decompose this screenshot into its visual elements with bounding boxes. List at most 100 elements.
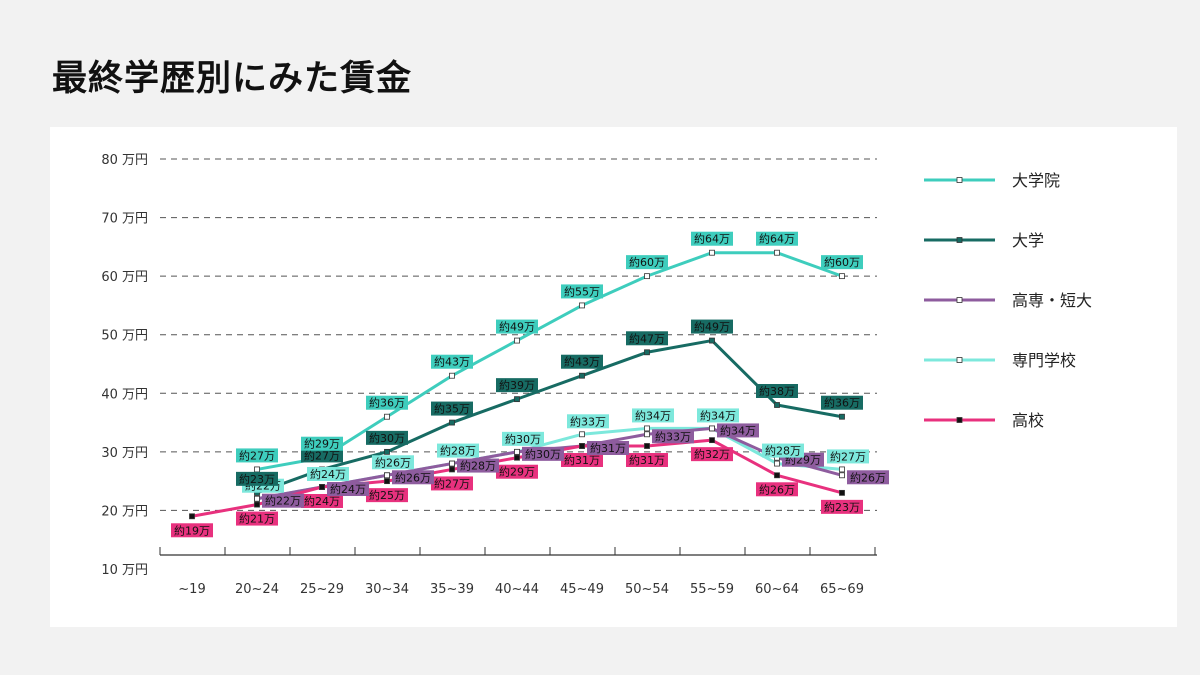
- data-point: [384, 478, 390, 485]
- svg-text:約24万: 約24万: [330, 482, 366, 496]
- x-tick-label: 55~59: [690, 582, 734, 597]
- svg-text:約60万: 約60万: [824, 255, 860, 269]
- series-高校: [189, 437, 845, 520]
- data-label: 約31万: [561, 453, 603, 467]
- series-line: [256, 339, 843, 495]
- data-point: [709, 425, 715, 432]
- y-axis-labels: 10 万円 20 万円 30 万円 40 万円 50 万円 60 万円 70 万円 80 万円: [101, 153, 148, 578]
- data-point: [774, 249, 780, 256]
- data-label: 約23万: [236, 471, 278, 486]
- svg-text:約23万: 約23万: [239, 472, 275, 486]
- series-大学: [254, 337, 845, 496]
- x-tick-label: 50~54: [625, 582, 669, 597]
- data-label: 約26万: [392, 470, 434, 485]
- legend-item[interactable]: 高校: [924, 411, 1044, 430]
- svg-text:約38万: 約38万: [759, 384, 795, 398]
- data-point: [579, 443, 585, 449]
- x-tick-label: 25~29: [300, 582, 344, 597]
- x-tick-label: 35~39: [430, 582, 474, 597]
- data-label: 約29万: [496, 464, 538, 479]
- data-point: [254, 466, 260, 473]
- svg-text:約23万: 約23万: [824, 500, 860, 514]
- data-label: 約23万: [821, 499, 863, 514]
- data-point: [644, 349, 650, 356]
- svg-text:約36万: 約36万: [369, 396, 405, 410]
- svg-text:約26万: 約26万: [759, 482, 795, 496]
- data-label: 約64万: [756, 231, 798, 246]
- svg-text:高専・短大: 高専・短大: [1012, 291, 1092, 310]
- data-label: 約39万: [496, 378, 538, 393]
- data-label: 約43万: [561, 354, 603, 369]
- data-point: [644, 431, 650, 438]
- data-point: [384, 413, 390, 420]
- svg-text:約34万: 約34万: [635, 408, 671, 422]
- data-label: 約35万: [431, 401, 473, 416]
- data-label: 約38万: [756, 384, 798, 398]
- x-tick-label: 20~24: [235, 582, 279, 597]
- svg-text:約22万: 約22万: [265, 494, 301, 508]
- svg-text:約24万: 約24万: [310, 467, 346, 481]
- svg-text:約28万: 約28万: [765, 444, 801, 458]
- data-label: 約24万: [301, 494, 343, 508]
- svg-text:約36万: 約36万: [824, 396, 860, 410]
- data-point: [839, 489, 845, 496]
- svg-text:約55万: 約55万: [564, 284, 600, 298]
- data-point: [579, 302, 585, 309]
- svg-text:約21万: 約21万: [239, 512, 275, 526]
- svg-text:約47万: 約47万: [629, 331, 665, 345]
- y-tick-label: 30 万円: [101, 446, 148, 461]
- data-label: 約31万: [587, 441, 629, 455]
- data-label: 約49万: [691, 319, 733, 334]
- svg-text:約34万: 約34万: [720, 423, 756, 437]
- data-label: 約25万: [366, 488, 408, 503]
- y-tick-label: 70 万円: [101, 212, 148, 227]
- data-label: 約31万: [626, 453, 668, 467]
- series-大学院: [254, 249, 845, 473]
- data-point: [774, 402, 780, 408]
- data-label: 約43万: [431, 354, 473, 369]
- svg-text:約60万: 約60万: [629, 255, 665, 269]
- data-label: 約36万: [821, 395, 863, 410]
- data-point: [774, 460, 780, 467]
- svg-text:約30万: 約30万: [369, 431, 405, 445]
- data-point: [449, 372, 455, 379]
- data-point: [709, 337, 715, 344]
- x-tick-label: 45~49: [560, 582, 604, 597]
- wage-line-chart: 10 万円 20 万円 30 万円 40 万円 50 万円 60 万円 70 万円 80 万円…: [101, 153, 1092, 597]
- x-tick-label: 30~34: [365, 582, 409, 597]
- data-label: 約21万: [236, 511, 278, 526]
- data-label: 約60万: [821, 255, 863, 270]
- svg-text:約25万: 約25万: [369, 488, 405, 502]
- data-point: [644, 443, 650, 449]
- data-label: 約36万: [366, 395, 408, 410]
- svg-text:高校: 高校: [1012, 411, 1044, 430]
- data-point: [254, 501, 260, 508]
- data-point: [449, 419, 455, 426]
- x-tick-label: ~19: [178, 582, 205, 597]
- svg-text:約31万: 約31万: [590, 441, 626, 455]
- x-axis: [159, 547, 877, 556]
- svg-text:約64万: 約64万: [759, 232, 795, 246]
- data-point: [514, 337, 520, 344]
- x-tick-label: 65~69: [820, 582, 864, 597]
- data-point: [514, 396, 520, 403]
- y-tick-label: 40 万円: [101, 387, 148, 402]
- svg-text:約26万: 約26万: [850, 470, 886, 484]
- legend-item[interactable]: 大学: [924, 231, 1044, 250]
- data-label: 約33万: [567, 414, 609, 429]
- data-point: [579, 372, 585, 379]
- legend-item[interactable]: 専門学校: [924, 351, 1076, 370]
- svg-text:約31万: 約31万: [629, 453, 665, 467]
- data-label: 約26万: [756, 482, 798, 497]
- svg-text:約31万: 約31万: [564, 453, 600, 467]
- data-label: 約34万: [632, 408, 674, 423]
- data-point: [384, 448, 390, 455]
- data-point: [319, 484, 325, 490]
- legend-item[interactable]: 大学院: [924, 171, 1060, 190]
- svg-text:約35万: 約35万: [434, 402, 470, 416]
- svg-text:約39万: 約39万: [499, 378, 535, 392]
- svg-text:約30万: 約30万: [505, 432, 541, 446]
- legend-item[interactable]: 高専・短大: [924, 291, 1092, 310]
